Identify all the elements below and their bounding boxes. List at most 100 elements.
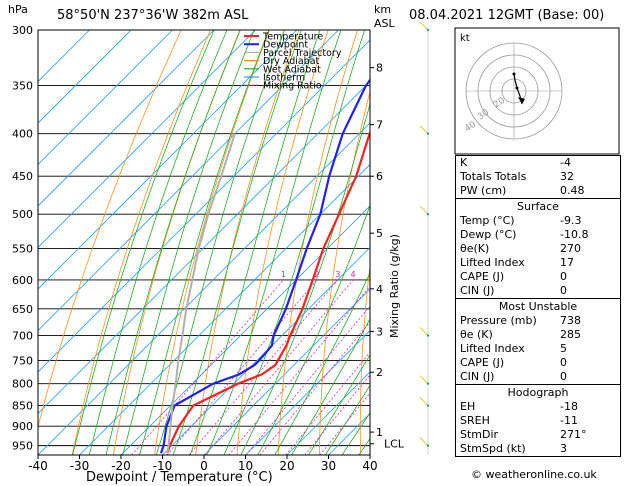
chart-series: 1 2 3 4 6 8 10 15 20 25 [159,78,434,454]
index-value: 285 [560,328,581,341]
index-value: -18 [560,400,578,413]
isotherm-line [286,371,370,455]
km-tick-label: 6 [376,170,383,183]
mixing-ratio-label: 10 [400,270,410,279]
hodograph-title: Hodograph [507,386,569,399]
index-label: Pressure (mb) [460,314,537,327]
km-tick-label: 4 [376,283,383,296]
mixing-ratio-line [188,279,339,455]
wet-adiabat-line [172,30,302,455]
index-value: 0 [560,356,567,369]
mixing-ratio-line [245,305,370,455]
pressure-tick-label: 400 [12,128,33,141]
index-label: EH [460,400,476,413]
km-axis: 1 2 3 4 5 6 7 8 LCL [370,62,405,451]
index-value: -10.8 [560,228,589,241]
legend-label: Parcel Trajectory [263,48,342,59]
wet-adiabat-line [88,30,228,455]
index-row: CIN (J) 0 [456,284,620,298]
index-value: 0 [560,284,567,297]
index-label: θe (K) [460,328,493,341]
index-label: CIN (J) [460,284,495,297]
mixing-ratio-label: 1 [281,270,286,279]
index-label: PW (cm) [460,184,507,197]
index-row: Lifted Index 5 [456,342,620,356]
index-label: StmDir [460,428,499,441]
isotherm-line [79,163,370,455]
index-value: -9.3 [560,214,582,227]
index-value: 0.48 [560,184,585,197]
index-row: Dewp (°C) -10.8 [456,228,620,242]
mixing-ratio-axis-label: Mixing Ratio (g/kg) [388,234,401,338]
wet-adiabat-line [257,203,370,455]
isotherm-line [38,30,215,207]
wind-barb-dot [426,334,430,337]
location-label: 58°50'N 237°36'W 382m ASL [57,8,249,23]
x-tick-label: -10 [153,459,173,473]
isotherm-line [38,122,370,455]
isotherm-line [38,30,132,124]
index-value: 0 [560,270,567,283]
dry-adiabat-line [154,30,270,455]
x-tick-label: -30 [70,459,90,473]
index-row: K -4 [456,156,620,170]
index-label: Lifted Index [460,256,525,269]
mixing-ratio-label: 2 [314,270,319,279]
legend-label: Dry Adiabat [263,56,320,67]
isotherm-line [38,30,298,290]
index-label: K [460,156,468,169]
index-row: CIN (J) 0 [456,370,620,384]
pressure-tick-label: 500 [12,208,33,221]
wind-barb [419,21,429,31]
x-tick-label: 20 [279,459,294,473]
index-row: CAPE (J) 0 [456,270,620,284]
hodograph-unit: kt [460,33,470,44]
index-row: PW (cm) 0.48 [456,184,620,198]
pressure-tick-label: 650 [12,303,33,316]
mixing-ratio-line [285,351,370,455]
x-tick-label: 0 [200,459,208,473]
isotherm-line [38,30,339,332]
x-tick-label: 30 [321,459,336,473]
isotherm-line [38,39,370,373]
x-tick-label: -40 [28,459,48,473]
height-unit-asl: ASL [374,17,396,30]
wet-adiabat-line [72,30,215,455]
index-row: StmSpd (kt) 3 [456,442,620,456]
index-label: θe(K) [460,242,490,255]
mixing-ratio-label: 15 [424,270,434,279]
index-row: Lifted Index 17 [456,256,620,270]
wind-barb [419,205,429,215]
wind-barb [419,437,429,446]
wet-adiabat-line [291,318,370,455]
pressure-tick-label: 350 [12,80,33,93]
isotherm-line [120,205,370,455]
wind-barb [419,125,429,135]
wet-adiabat-line [105,30,241,455]
pressure-tick-label: 900 [12,420,33,433]
x-tick-label: -20 [111,459,131,473]
km-tick-label: 2 [376,366,383,379]
legend-label: Dewpoint [263,40,308,51]
hodograph-point [515,86,519,90]
dry-adiabat-line [319,90,370,455]
index-row: θe(K) 270 [456,242,620,256]
legend-label: Temperature [262,32,323,43]
wind-barb-dot [426,382,430,385]
index-row: EH -18 [456,400,620,414]
index-label: CAPE (J) [460,356,505,369]
pressure-tick-label: 300 [12,24,33,37]
wet-adiabat-line [139,30,270,455]
x-tick-label: 10 [238,459,253,473]
isotherm-line [245,329,370,455]
dry-adiabat-line [236,30,329,455]
index-value: -4 [560,156,571,169]
dry-adiabat-line [38,30,182,429]
km-tick-label: 7 [376,119,383,132]
dry-adiabat-line [195,30,300,455]
x-tick-label: 40 [362,459,377,473]
surface-title: Surface [517,200,559,213]
wet-adiabat-line [240,102,370,455]
index-row: StmDir 271° [456,428,620,442]
